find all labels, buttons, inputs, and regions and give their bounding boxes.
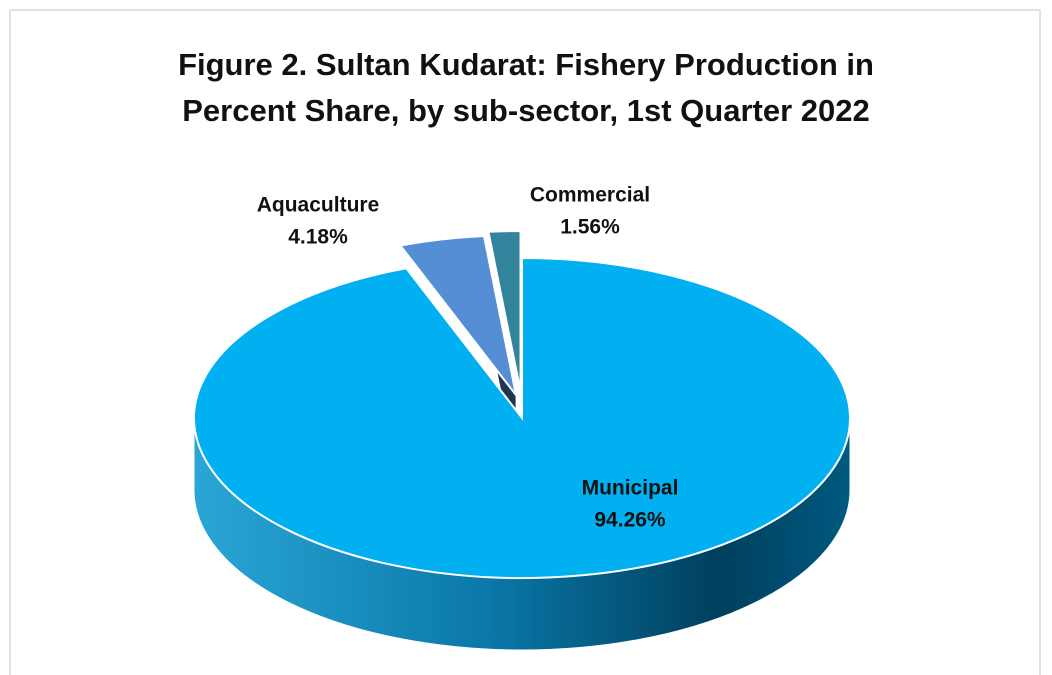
slice-label-value: 1.56% <box>560 216 620 239</box>
slice <box>487 230 522 392</box>
slice-label-name: Aquaculture <box>257 194 380 217</box>
chart-title: Figure 2. Sultan Kudarat: Fishery Produc… <box>178 47 874 128</box>
frame <box>9 9 1041 675</box>
slice-label-name: Municipal <box>582 477 679 500</box>
slice <box>193 256 851 579</box>
slice <box>398 234 518 396</box>
slice-label-value: 4.18% <box>288 226 348 249</box>
slice-label-value: 94.26% <box>594 509 666 532</box>
slice-label-name: Commercial <box>530 184 650 207</box>
